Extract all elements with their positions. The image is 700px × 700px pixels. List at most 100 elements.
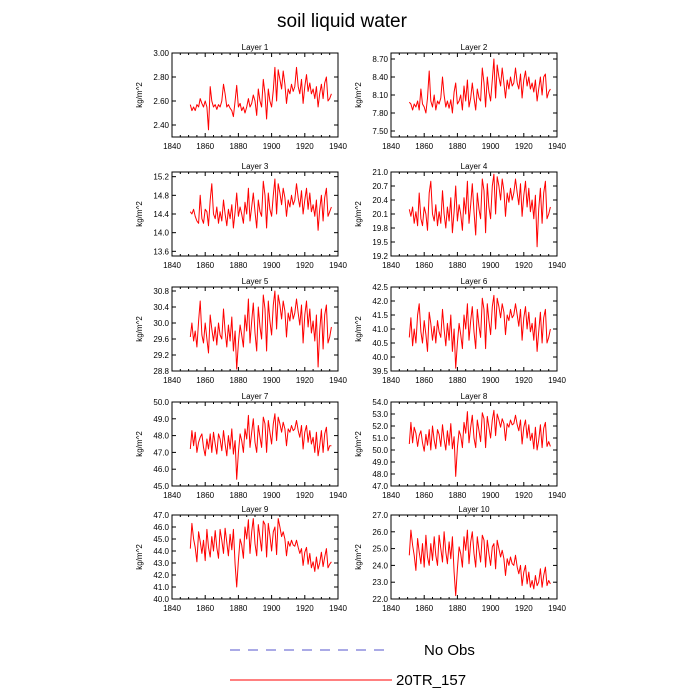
x-tick-label: 1900: [263, 604, 281, 613]
panel-layer-5: Layer 5 1840 1860 1880 1900 1920 1940 28.8 29.2 2…: [135, 277, 347, 385]
series-line-20tr-157: [408, 58, 551, 114]
x-tick-label: 1880: [230, 261, 248, 270]
x-tick-label: 1900: [263, 376, 281, 385]
x-tick-label: 1920: [296, 142, 314, 151]
y-tick-label: 23.0: [372, 578, 388, 587]
y-tick-label: 45.0: [153, 482, 169, 491]
x-tick-label: 1860: [415, 142, 433, 151]
y-tick-label: 30.8: [153, 287, 169, 296]
panel-layer-6: Layer 6 1840 1860 1880 1900 1920 1940 39.5 40.0 4…: [354, 277, 566, 385]
x-tick-label: 1940: [329, 491, 347, 500]
series-line-20tr-157: [189, 290, 332, 370]
y-axis-label: kg/m^2: [354, 431, 363, 457]
y-tick-label: 45.0: [153, 535, 169, 544]
x-tick-label: 1900: [482, 142, 500, 151]
x-tick-label: 1920: [515, 604, 533, 613]
panel-title: Layer 7: [242, 392, 269, 401]
x-tick-label: 1900: [263, 261, 281, 270]
y-tick-label: 39.5: [372, 367, 388, 376]
x-tick-label: 1900: [482, 604, 500, 613]
x-tick-label: 1900: [482, 376, 500, 385]
series-line-20tr-157: [408, 173, 551, 248]
y-tick-label: 42.0: [372, 297, 388, 306]
x-tick-label: 1840: [382, 376, 400, 385]
x-tick-label: 1940: [548, 261, 566, 270]
y-tick-label: 13.6: [153, 247, 169, 256]
x-tick-label: 1900: [482, 491, 500, 500]
x-tick-label: 1840: [163, 142, 181, 151]
y-tick-label: 46.0: [153, 523, 169, 532]
x-tick-label: 1900: [263, 491, 281, 500]
x-tick-label: 1940: [548, 604, 566, 613]
y-tick-label: 26.0: [372, 528, 388, 537]
y-tick-label: 8.70: [372, 55, 388, 64]
y-tick-label: 42.0: [153, 571, 169, 580]
y-tick-label: 48.0: [372, 470, 388, 479]
y-tick-label: 29.6: [153, 335, 169, 344]
y-tick-label: 41.0: [372, 325, 388, 334]
panel-title: Layer 6: [461, 277, 488, 286]
plot-frame: [390, 401, 558, 487]
x-tick-label: 1840: [382, 604, 400, 613]
series-line-20tr-157: [189, 518, 332, 588]
y-tick-label: 22.0: [372, 595, 388, 604]
y-tick-label: 48.0: [153, 432, 169, 441]
x-tick-label: 1880: [449, 376, 467, 385]
x-tick-label: 1860: [196, 142, 214, 151]
y-tick-label: 41.0: [153, 583, 169, 592]
x-tick-label: 1920: [296, 376, 314, 385]
y-tick-label: 24.0: [372, 561, 388, 570]
x-tick-label: 1840: [163, 261, 181, 270]
x-tick-label: 1920: [515, 376, 533, 385]
x-tick-label: 1860: [415, 376, 433, 385]
y-tick-label: 7.80: [372, 109, 388, 118]
y-tick-label: 40.0: [372, 353, 388, 362]
panel-layer-8: Layer 8 1840 1860 1880 1900 1920 1940 47.0 48.0 4…: [354, 392, 566, 500]
y-tick-label: 15.2: [153, 173, 169, 182]
y-tick-label: 52.0: [372, 422, 388, 431]
x-tick-label: 1880: [230, 142, 248, 151]
x-tick-label: 1920: [296, 491, 314, 500]
x-tick-label: 1920: [296, 261, 314, 270]
panel-title: Layer 10: [458, 505, 490, 514]
series-line-20tr-157: [408, 409, 551, 477]
y-axis-label: kg/m^2: [354, 544, 363, 570]
panel-title: Layer 4: [461, 162, 488, 171]
y-tick-label: 19.8: [372, 224, 388, 233]
y-tick-label: 42.5: [372, 283, 388, 292]
y-tick-label: 44.0: [153, 547, 169, 556]
series-line-20tr-157: [189, 413, 332, 480]
y-tick-label: 20.4: [372, 196, 388, 205]
x-tick-label: 1840: [382, 261, 400, 270]
y-tick-label: 2.80: [153, 73, 169, 82]
y-axis-label: kg/m^2: [135, 82, 144, 108]
y-tick-label: 25.0: [372, 545, 388, 554]
y-axis-label: kg/m^2: [354, 82, 363, 108]
x-tick-label: 1880: [230, 376, 248, 385]
x-tick-label: 1860: [196, 604, 214, 613]
x-tick-label: 1840: [382, 142, 400, 151]
y-tick-label: 46.0: [153, 465, 169, 474]
panel-title: Layer 2: [461, 43, 488, 52]
y-tick-label: 29.2: [153, 351, 169, 360]
panel-title: Layer 8: [461, 392, 488, 401]
y-tick-label: 43.0: [153, 559, 169, 568]
legend: No Obs 20TR_157: [230, 642, 475, 689]
y-tick-label: 7.50: [372, 127, 388, 136]
y-axis-label: kg/m^2: [354, 201, 363, 227]
y-axis-label: kg/m^2: [135, 316, 144, 342]
x-tick-label: 1920: [515, 261, 533, 270]
x-tick-label: 1940: [329, 261, 347, 270]
y-tick-label: 19.5: [372, 238, 388, 247]
panel-title: Layer 9: [242, 505, 269, 514]
y-tick-label: 40.5: [372, 339, 388, 348]
x-tick-label: 1920: [296, 604, 314, 613]
y-tick-label: 40.0: [153, 595, 169, 604]
x-tick-label: 1880: [230, 491, 248, 500]
y-tick-label: 19.2: [372, 252, 388, 261]
y-tick-label: 50.0: [153, 398, 169, 407]
x-tick-label: 1940: [548, 142, 566, 151]
panel-layer-4: Layer 4 1840 1860 1880 1900 1920 1940 19.2 19.5 1…: [354, 162, 566, 270]
y-tick-label: 27.0: [372, 511, 388, 520]
